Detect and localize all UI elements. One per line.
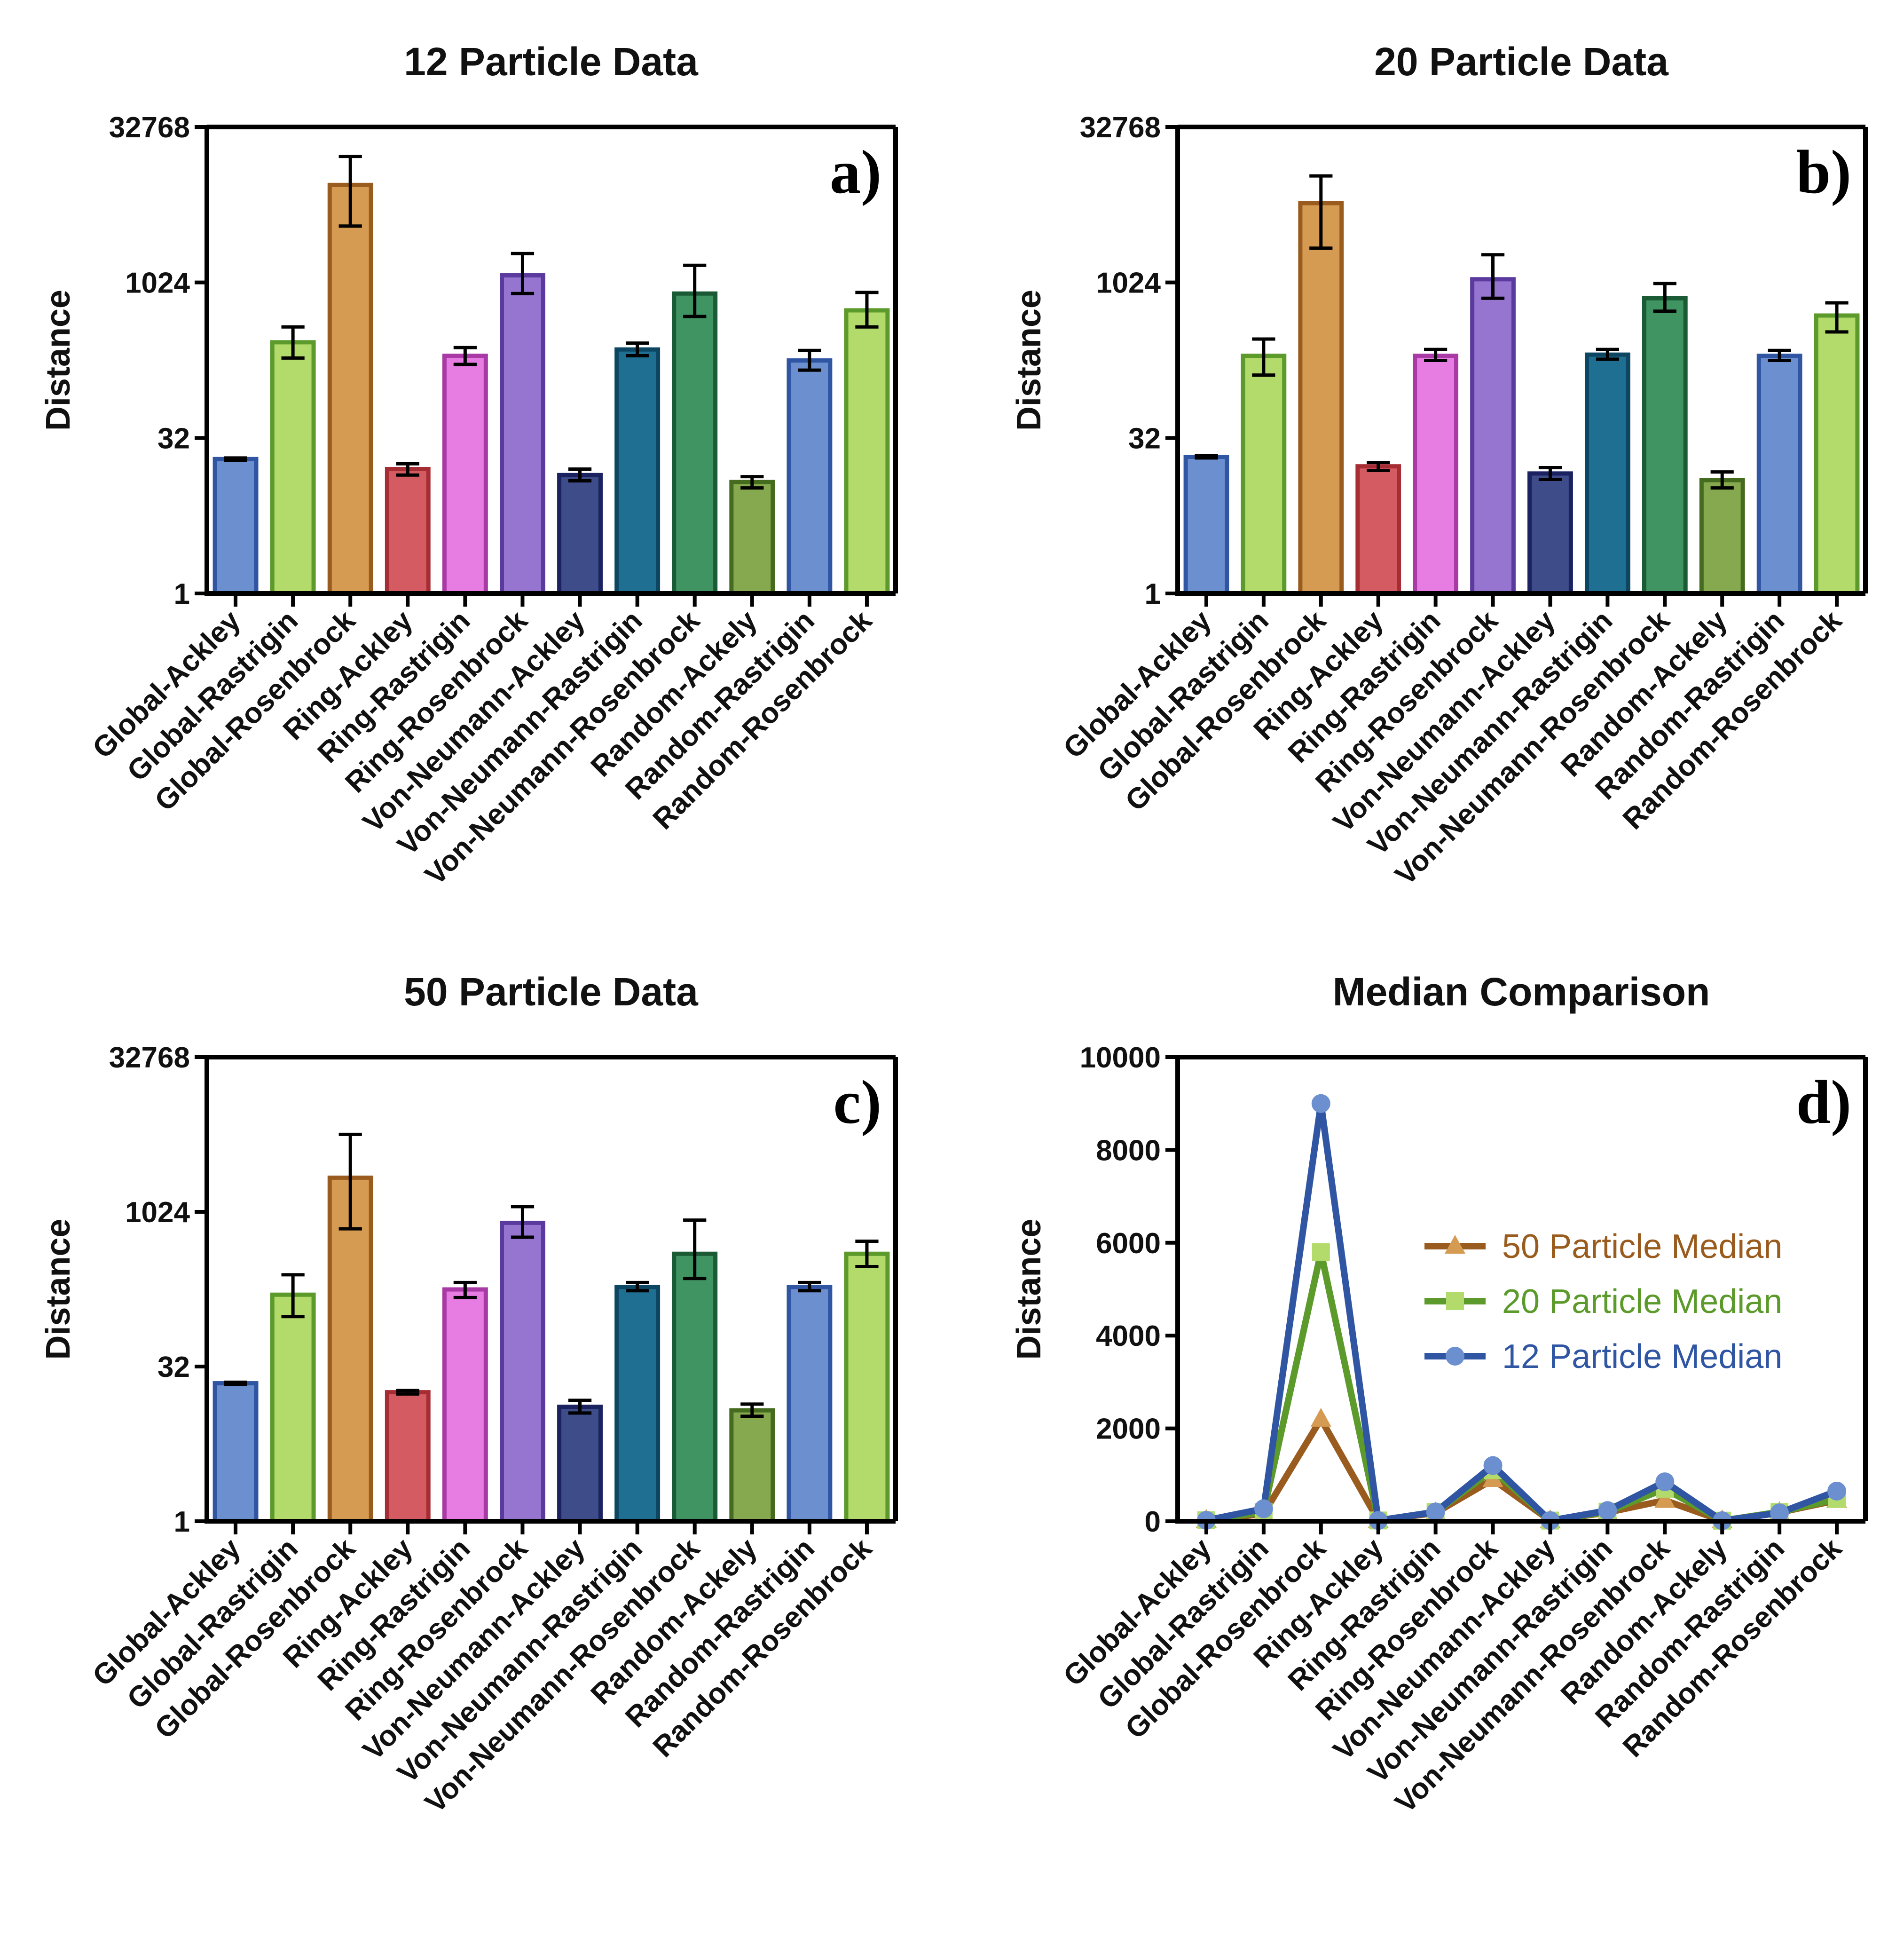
y-axis-label: Distance xyxy=(39,1218,77,1359)
panel-label: a) xyxy=(830,137,881,206)
data-point xyxy=(1310,1407,1331,1427)
data-point xyxy=(1483,1456,1503,1475)
y-tick-label: 32768 xyxy=(109,111,190,144)
bar-von-neumann-rastrigin xyxy=(614,347,661,596)
panel-b: 20 Particle DataDistance132102432768Glob… xyxy=(1010,40,1868,892)
bar-random-rastrigin xyxy=(1756,353,1802,596)
legend-label: 12 Particle Median xyxy=(1502,1338,1782,1375)
bar-random-ackely xyxy=(1699,478,1745,596)
panel-c: 50 Particle DataDistance132102432768Glob… xyxy=(39,970,898,1819)
data-point xyxy=(1598,1501,1617,1520)
y-tick-label: 32 xyxy=(157,422,190,455)
bar-random-rosenbrock xyxy=(844,1251,890,1524)
bar-ring-ackley xyxy=(385,1390,431,1524)
bar-von-neumann-ackley xyxy=(557,473,603,596)
y-axis-label: Distance xyxy=(39,290,77,431)
data-point xyxy=(1654,1489,1676,1508)
bar-von-neumann-ackley xyxy=(1527,471,1573,596)
y-tick-label: 10000 xyxy=(1080,1042,1161,1074)
y-tick-label: 32768 xyxy=(109,1042,190,1074)
legend-marker xyxy=(1445,1235,1465,1254)
y-tick-label: 4000 xyxy=(1096,1320,1161,1352)
bar-random-rastrigin xyxy=(787,358,833,596)
bar-ring-rastrigin xyxy=(442,353,488,596)
panel-a: 12 Particle DataDistance132102432768Glob… xyxy=(39,40,898,892)
y-tick-label: 1024 xyxy=(125,1196,190,1229)
legend-label: 50 Particle Median xyxy=(1502,1228,1782,1265)
data-point xyxy=(1254,1499,1273,1518)
bar-ring-rosenbrock xyxy=(500,273,545,596)
bar-random-rastrigin xyxy=(787,1285,833,1524)
bar-global-rastrigin xyxy=(270,340,316,596)
bar-random-ackely xyxy=(729,480,775,596)
bar-global-rosenbrock xyxy=(327,182,373,596)
y-tick-label: 32 xyxy=(1128,422,1161,455)
panel-label: d) xyxy=(1796,1067,1851,1137)
bar-ring-ackley xyxy=(385,466,431,596)
bar-global-rosenbrock xyxy=(1298,201,1344,596)
data-point xyxy=(1770,1503,1789,1523)
data-point xyxy=(1311,1094,1330,1113)
bar-von-neumann-rosenbrock xyxy=(672,1251,718,1524)
y-tick-label: 32768 xyxy=(1080,111,1161,144)
series-line-0 xyxy=(1206,1415,1838,1524)
bar-ring-ackley xyxy=(1355,464,1401,596)
bar-global-rastrigin xyxy=(1241,353,1287,596)
legend-marker xyxy=(1446,1347,1464,1366)
y-tick-label: 2000 xyxy=(1096,1413,1161,1446)
bar-von-neumann-rastrigin xyxy=(614,1285,661,1524)
y-tick-label: 1024 xyxy=(1096,267,1161,300)
y-tick-label: 6000 xyxy=(1096,1227,1161,1260)
y-axis-label: Distance xyxy=(1010,290,1048,431)
y-tick-label: 1024 xyxy=(125,267,190,300)
chart-title: 20 Particle Data xyxy=(1374,40,1669,84)
y-tick-label: 1 xyxy=(174,578,190,610)
y-tick-label: 1 xyxy=(1145,578,1161,610)
data-point xyxy=(1655,1472,1675,1492)
panel-d: Median Comparison Distance 0 2000 4000 6000 80… xyxy=(1010,970,1868,1819)
y-tick-label: 1 xyxy=(174,1506,190,1538)
legend-marker xyxy=(1446,1292,1464,1310)
bar-von-neumann-ackley xyxy=(557,1405,603,1524)
bar-ring-rastrigin xyxy=(1413,353,1459,596)
bar-random-ackely xyxy=(729,1408,775,1524)
panel-label: b) xyxy=(1796,137,1851,206)
bar-ring-rastrigin xyxy=(442,1287,488,1524)
chart-title: Median Comparison xyxy=(1333,970,1710,1014)
legend-label: 20 Particle Median xyxy=(1502,1283,1782,1320)
y-axis-label: Distance xyxy=(1010,1218,1048,1359)
chart-title: 50 Particle Data xyxy=(404,970,699,1014)
bar-global-rastrigin xyxy=(270,1292,316,1524)
data-point xyxy=(1426,1502,1445,1522)
data-point xyxy=(1827,1481,1847,1501)
y-tick-label: 32 xyxy=(157,1351,190,1383)
bar-random-rosenbrock xyxy=(844,308,890,596)
bar-global-ackley xyxy=(1183,455,1229,596)
bar-ring-rosenbrock xyxy=(500,1220,545,1524)
bar-global-ackley xyxy=(212,457,259,596)
y-tick-label: 0 xyxy=(1145,1506,1161,1538)
bar-von-neumann-rosenbrock xyxy=(672,291,718,596)
data-point xyxy=(1312,1243,1330,1261)
chart-title: 12 Particle Data xyxy=(404,40,699,84)
bar-von-neumann-rosenbrock xyxy=(1642,296,1688,596)
bar-ring-rosenbrock xyxy=(1470,277,1516,596)
bar-global-ackley xyxy=(212,1381,259,1524)
panel-label: c) xyxy=(833,1067,881,1137)
bar-global-rosenbrock xyxy=(327,1175,373,1524)
bar-von-neumann-rastrigin xyxy=(1584,352,1630,596)
y-tick-label: 8000 xyxy=(1096,1134,1161,1167)
bar-random-rosenbrock xyxy=(1814,313,1860,596)
